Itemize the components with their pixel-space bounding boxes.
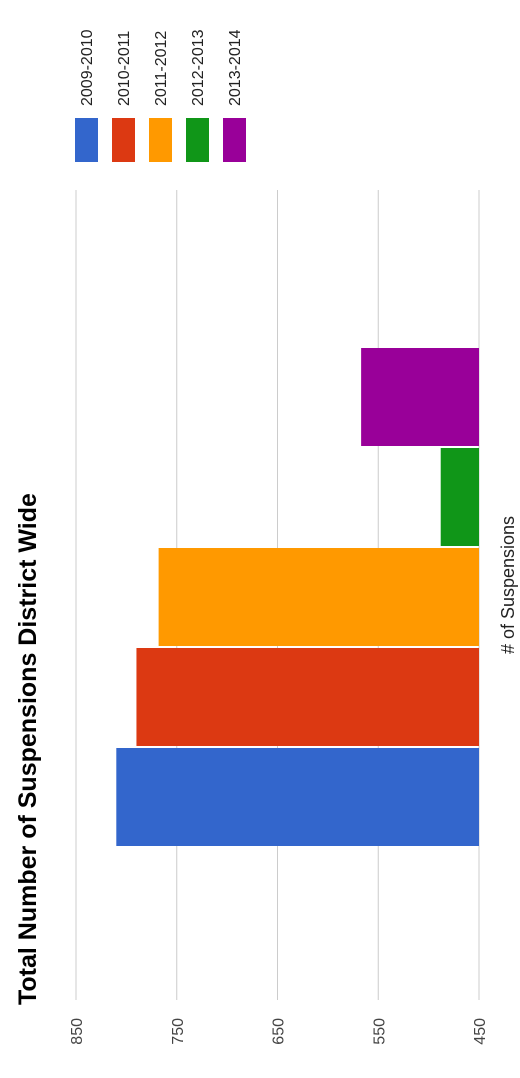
legend-swatch [149, 118, 172, 162]
bar-2013-2014 [361, 348, 479, 446]
bar-2011-2012 [158, 548, 480, 646]
legend-label: 2010-2011 [116, 31, 133, 106]
y-tick-label: 650 [271, 1018, 288, 1045]
legend-label: 2012-2013 [190, 29, 207, 106]
legend-swatch [223, 118, 246, 162]
legend-swatch [75, 118, 98, 162]
chart-title: Total Number of Suspensions District Wid… [14, 493, 42, 1005]
legend: 2009-2010 2010-2011 2011-2012 2012-2013 2013… [75, 29, 246, 162]
bar-2010-2011 [136, 648, 479, 746]
legend-swatch [112, 118, 135, 162]
legend-label: 2013-2014 [227, 29, 244, 106]
y-axis-ticks: 450 550 650 750 850 [69, 1018, 489, 1045]
y-tick-label: 850 [69, 1018, 86, 1045]
y-axis-title: # of Suspensions [498, 516, 518, 654]
legend-swatch [186, 118, 209, 162]
bar-2012-2013 [440, 448, 479, 546]
y-tick-label: 750 [170, 1018, 187, 1045]
y-tick-label: 550 [371, 1018, 388, 1045]
bar-2009-2010 [116, 748, 480, 846]
legend-label: 2011-2012 [153, 31, 170, 106]
bars [116, 348, 480, 846]
legend-label: 2009-2010 [79, 29, 96, 106]
y-tick-label: 450 [472, 1018, 489, 1045]
